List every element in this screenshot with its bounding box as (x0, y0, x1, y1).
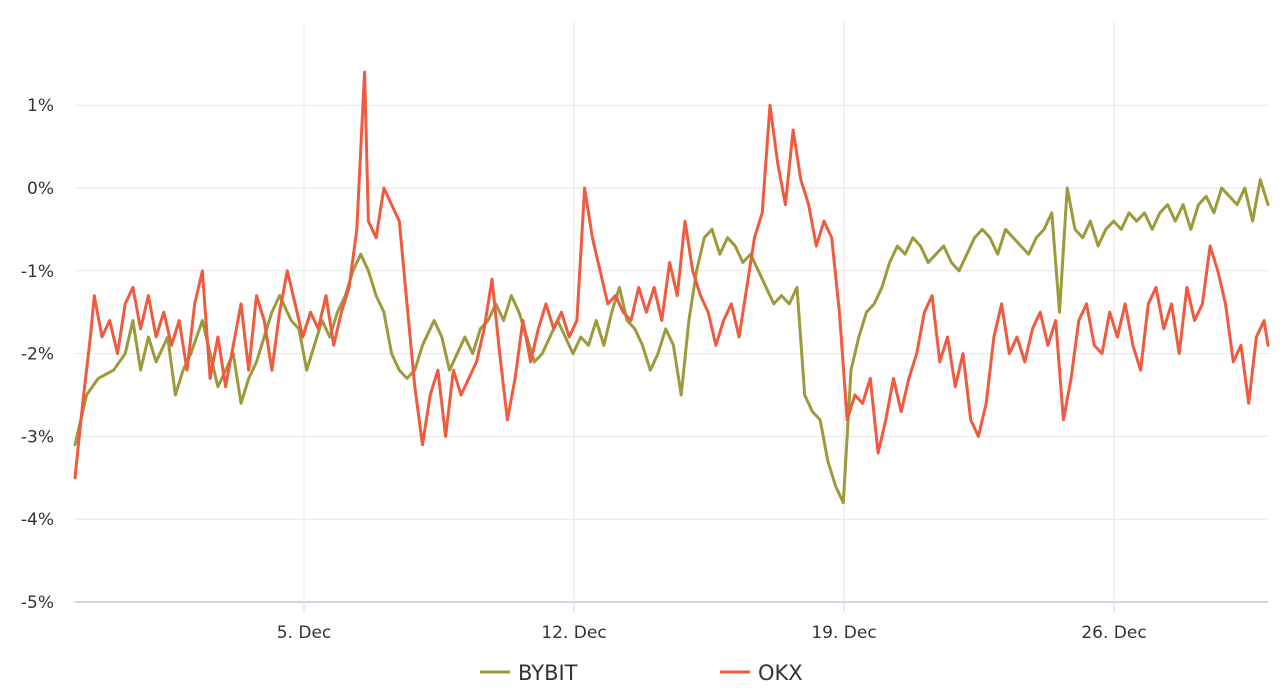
y-tick-label: -3% (21, 427, 54, 447)
y-tick-label: -5% (21, 593, 54, 613)
legend-label: OKX (758, 661, 803, 685)
x-tick-label: 12. Dec (541, 623, 606, 643)
x-axis: 5. Dec 12. Dec 19. Dec 26. Dec (277, 602, 1147, 643)
y-tick-label: 0% (27, 179, 54, 199)
y-axis: 1% 0% -1% -2% -3% -4% -5% (21, 96, 54, 613)
x-tick-label: 26. Dec (1081, 623, 1146, 643)
x-tick-label: 5. Dec (277, 623, 332, 643)
y-tick-label: -1% (21, 262, 54, 282)
legend-item-bybit[interactable]: BYBIT (480, 661, 578, 685)
y-tick-label: 1% (27, 96, 54, 116)
series-line-bybit[interactable] (73, 178, 1270, 505)
legend: BYBIT OKX (480, 661, 803, 685)
legend-label: BYBIT (518, 661, 578, 685)
y-tick-label: -2% (21, 345, 54, 365)
series-layer (73, 70, 1270, 505)
series-line-okx[interactable] (73, 70, 1270, 480)
x-tick-label: 19. Dec (811, 623, 876, 643)
legend-item-okx[interactable]: OKX (720, 661, 803, 685)
y-tick-label: -4% (21, 510, 54, 530)
